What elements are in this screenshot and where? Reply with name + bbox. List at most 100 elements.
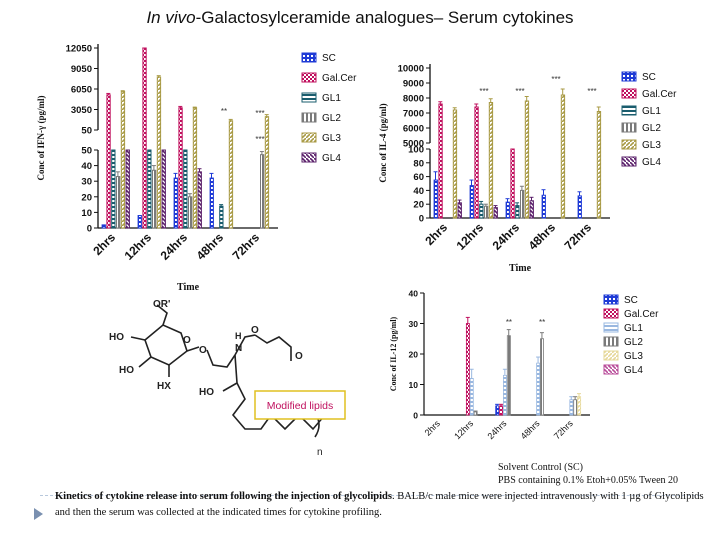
y-tick-label: 40: [81, 161, 92, 172]
legend-label-gl2: GL2: [624, 337, 643, 348]
x-axis-label: Time: [177, 282, 200, 293]
legend-label-gl3: GL3: [642, 140, 661, 151]
y-tick-label: 9000: [403, 79, 424, 90]
repeat-n-label: n: [317, 447, 323, 458]
y-tick-label: 10: [409, 380, 419, 390]
legend-swatch-sc: [621, 71, 637, 82]
ho-label-3: HO: [119, 365, 134, 376]
bar-gl2-72hrs: [573, 399, 578, 416]
x-tick-label-24hrs: 24hrs: [158, 230, 191, 263]
caption-bullet-icon: [34, 508, 43, 520]
bar-gl3-2hrs: [120, 90, 126, 229]
ester-o-label: O: [295, 351, 303, 362]
legend-label-gl3: GL3: [624, 351, 643, 362]
y-tick-label: 60: [413, 172, 424, 183]
x-tick-label-72hrs: 72hrs: [552, 418, 575, 441]
bar-gl1-12hrs: [147, 149, 152, 229]
bar-gal-cer-2hrs: [106, 94, 111, 229]
bar-sc-2hrs: [433, 179, 438, 219]
y-tick-label: 30: [81, 177, 92, 188]
bar-sc-24hrs: [495, 405, 500, 416]
ifn-gamma-chart-svg: 0 10 20 30 40 50 50 3050 6050 9050 12050 Conc of IF…: [36, 44, 357, 294]
x-tick-label-48hrs: 48hrs: [194, 230, 227, 263]
bar-gl2-24hrs: [520, 189, 525, 219]
x-tick-label-48hrs: 48hrs: [519, 418, 542, 441]
legend-swatch-gl2: [301, 112, 317, 123]
y-tick-label: 5000: [403, 139, 424, 150]
y-tick-label: 20: [413, 200, 424, 211]
y-tick-label: 3050: [71, 105, 92, 116]
legend-swatch-gl3: [621, 139, 637, 150]
caption-bold: Kinetics of cytokine release into serum …: [55, 491, 392, 502]
bar-sc-24hrs: [173, 177, 178, 229]
y-tick-label: 100: [408, 145, 424, 156]
legend-label-gl2: GL2: [322, 113, 341, 124]
solvent-note-line1: Solvent Control (SC): [498, 462, 584, 473]
y-tick-label: 40: [413, 186, 424, 197]
bar-gl4-12hrs: [161, 149, 166, 229]
lipid-chain: [231, 382, 326, 431]
y-tick-label: 10000: [398, 64, 424, 75]
title-rest: -Galactosylceramide analogues– Serum cyt…: [195, 8, 574, 27]
legend-swatch-gl2: [621, 122, 637, 133]
bar-gal-cer-12hrs: [474, 106, 479, 219]
hx-label: HX: [157, 381, 171, 392]
bar-sc-12hrs: [469, 185, 474, 219]
bar-sc-48hrs: [209, 177, 214, 229]
ifn-gamma-chart: 0 10 20 30 40 50 50 3050 6050 9050 12050 Conc of IF…: [30, 38, 357, 298]
bar-gl4-24hrs: [529, 200, 534, 219]
y-tick-label: 20: [81, 192, 92, 203]
legend-swatch-gl3: [603, 350, 619, 361]
legend-swatch-gal-cer: [603, 308, 619, 319]
x-tick-label-24hrs: 24hrs: [490, 220, 523, 253]
slide-title: In vivo-Galactosylceramide analogues– Se…: [0, 8, 720, 28]
x-tick-label-48hrs: 48hrs: [526, 220, 559, 253]
legend-swatch-sc: [603, 294, 619, 305]
bar-gl4-24hrs: [197, 171, 202, 229]
glycosidic-oxygen-label: O: [199, 345, 207, 356]
x-axis-label: Time: [509, 263, 532, 274]
bar-gl2-24hrs: [188, 196, 193, 229]
legend-label-sc: SC: [322, 53, 336, 64]
bar-gl2-72hrs: [260, 154, 265, 229]
legend-label-gal-cer: Gal.Cer: [642, 89, 677, 100]
bar-gl1-12hrs: [469, 378, 474, 416]
amide-bond: [234, 334, 256, 356]
bar-gl3-24hrs: [524, 100, 530, 219]
bar-gl1-24hrs: [503, 374, 507, 416]
legend-swatch-gal-cer: [621, 88, 637, 99]
y-tick-label: 40: [409, 289, 419, 299]
y-tick-label: 6050: [71, 85, 92, 96]
caption-rest: . BALB/c male mice were injected intrave…: [55, 491, 704, 518]
title-italic: In vivo: [146, 8, 196, 27]
bar-gl1-48hrs: [219, 205, 224, 229]
sugar-ring: [144, 324, 188, 366]
legend-swatch-gl4: [603, 364, 619, 375]
legend: SC Gal.Cer GL1 GL2 GL3 GL4: [301, 52, 357, 164]
y-axis-label: Conc of IL-12 (pg/ml): [389, 316, 398, 391]
bar-gl1-24hrs: [515, 205, 520, 219]
significance-mark: ***: [479, 87, 488, 96]
legend-swatch-gl2: [603, 336, 619, 347]
legend-swatch-gal-cer: [301, 72, 317, 83]
c3-bond: [138, 356, 152, 368]
amide-h-label: H: [235, 331, 242, 341]
bar-gl4-12hrs: [493, 207, 498, 219]
bar-gl2-48hrs: [540, 338, 544, 416]
legend-label-sc: SC: [642, 72, 656, 83]
significance-mark: ***: [587, 87, 596, 96]
bar-gl3-72hrs: [264, 116, 270, 229]
x-tick-label-12hrs: 12hrs: [122, 230, 155, 263]
bar-gl2-12hrs: [484, 205, 489, 219]
legend-swatch-gl1: [301, 92, 317, 103]
significance-mark: **: [506, 318, 512, 327]
x-tick-label-2hrs: 2hrs: [90, 230, 118, 258]
bar-gal-cer-24hrs: [499, 405, 504, 416]
y-tick-label: 7000: [403, 109, 424, 120]
bar-gl3-48hrs: [228, 120, 234, 229]
bar-sc-72hrs: [577, 195, 582, 219]
legend-label-gl4: GL4: [624, 365, 643, 376]
bar-gl4-2hrs: [457, 202, 462, 219]
legend-swatch-gl4: [621, 156, 637, 167]
x-tick-label-2hrs: 2hrs: [423, 418, 443, 438]
